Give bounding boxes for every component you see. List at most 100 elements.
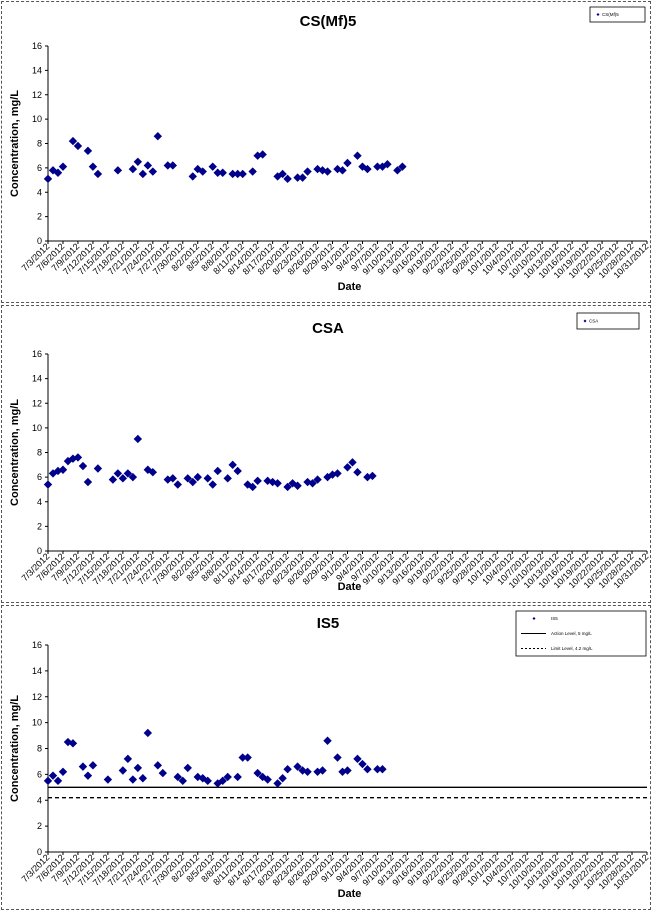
data-point [218,168,227,177]
y-tick-label: 14 [32,65,42,75]
data-point [283,765,292,774]
data-point [83,477,93,487]
data-point [73,453,83,462]
y-tick-label: 16 [32,41,42,51]
legend-box [576,312,640,330]
data-point [68,454,78,463]
data-point [298,173,307,182]
y-tick-label: 16 [32,640,42,650]
y-tick-label: 8 [37,744,42,754]
data-point [203,474,212,483]
data-point [293,481,302,490]
data-point [63,737,73,747]
data-point [338,166,347,175]
chart-title: CS(Mf)5 [300,13,357,30]
data-point [308,479,317,488]
y-tick-label: 2 [37,821,42,831]
y-axis-title: Concentration, mg/L [9,90,21,197]
y-tick-label: 6 [37,472,42,482]
data-point [278,169,287,179]
data-point [168,161,177,170]
y-tick-label: 8 [37,448,42,458]
data-point [138,169,148,179]
data-point [353,151,362,160]
data-point [238,169,247,179]
data-point [313,475,322,484]
data-point [58,465,68,474]
data-point [398,162,407,171]
data-point [128,775,138,784]
data-point [223,474,232,483]
data-point [123,469,133,478]
data-point [58,767,68,776]
data-point [248,167,257,176]
data-point [353,468,362,477]
legend-marker-icon [583,319,587,323]
data-point [53,466,63,476]
data-point [208,162,217,171]
data-point [303,167,312,176]
data-point [143,161,153,170]
data-point [183,763,192,773]
data-point [198,167,207,176]
y-tick-label: 12 [32,398,42,408]
data-point [93,464,103,473]
legend-label: Limit Level, 4.2 mg/L [551,646,593,651]
data-point [378,765,387,774]
data-point [43,776,53,786]
data-point [168,474,177,483]
x-axis-title: Date [338,281,362,293]
data-point [343,463,352,472]
y-tick-label: 2 [37,521,42,531]
data-point [58,162,68,171]
data-point [113,166,123,175]
y-tick-label: 6 [37,163,42,173]
data-point [333,164,342,174]
y-tick-label: 14 [32,666,42,676]
y-tick-label: 10 [32,718,42,728]
data-point [93,169,103,179]
data-point [148,468,158,477]
y-axis-title: Concentration, mg/L [9,399,21,506]
data-point [188,477,197,487]
data-point [363,164,372,174]
data-point [218,776,227,786]
data-point [48,771,58,780]
data-point [43,480,53,489]
data-point [283,174,292,184]
y-axis-title: Concentration, mg/L [9,695,21,802]
data-point [73,141,83,151]
data-point [223,772,232,782]
x-axis-title: Date [338,581,362,593]
data-point [163,161,172,170]
data-point [233,169,242,179]
data-point [158,768,168,778]
data-point [68,136,78,146]
legend-marker-icon [596,13,600,16]
data-point [193,164,202,174]
data-point [363,765,372,774]
data-point [278,774,287,783]
data-point [293,173,302,182]
data-point [138,774,148,783]
data-point [383,160,392,169]
data-point [128,164,138,174]
legend-label: CSA [589,319,598,324]
chart-cs-mf5: CS(Mf)502468101214167/3/20127/6/20127/9/… [9,6,650,293]
data-point [118,766,128,775]
y-tick-label: 4 [37,497,42,507]
data-point [333,753,342,762]
data-point [108,475,118,484]
data-point [208,480,217,489]
data-point [88,761,98,770]
legend-box [589,6,646,23]
legend-label: Action Level, 5 mg/L [551,631,592,636]
data-point [173,480,182,489]
y-tick-label: 4 [37,795,42,805]
y-tick-label: 0 [37,847,42,857]
data-point [78,461,88,471]
legend-label: CS(Mf)5 [602,12,619,17]
data-point [233,772,242,782]
data-point [358,759,367,769]
